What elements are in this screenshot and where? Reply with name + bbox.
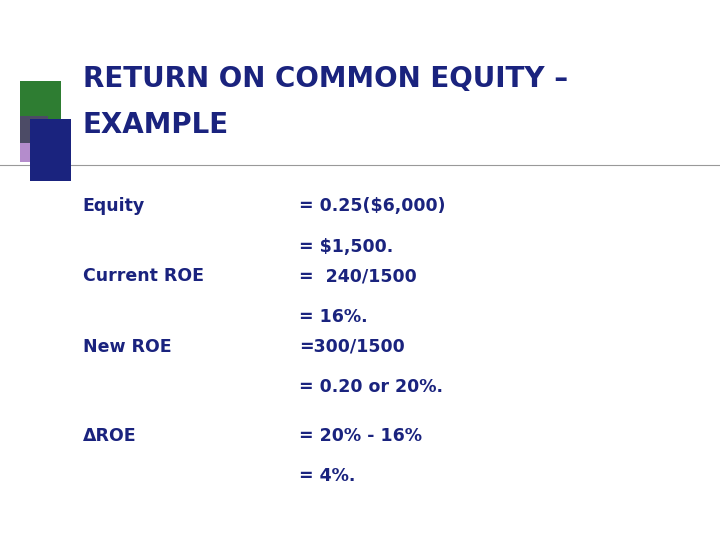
Text: = 20% - 16%: = 20% - 16% [299, 427, 422, 444]
Text: =  240/1500: = 240/1500 [299, 267, 417, 285]
Text: = 4%.: = 4%. [299, 467, 355, 485]
Text: = 16%.: = 16%. [299, 308, 367, 326]
Text: RETURN ON COMMON EQUITY –: RETURN ON COMMON EQUITY – [83, 65, 568, 93]
Text: = 0.20 or 20%.: = 0.20 or 20%. [299, 378, 443, 396]
Text: = $1,500.: = $1,500. [299, 238, 393, 255]
Text: Current ROE: Current ROE [83, 267, 204, 285]
Text: = 0.25($6,000): = 0.25($6,000) [299, 197, 445, 215]
Text: ΔROE: ΔROE [83, 427, 136, 444]
FancyBboxPatch shape [20, 81, 61, 143]
Text: Equity: Equity [83, 197, 145, 215]
FancyBboxPatch shape [30, 119, 71, 181]
Text: EXAMPLE: EXAMPLE [83, 111, 229, 139]
Text: New ROE: New ROE [83, 338, 171, 355]
FancyBboxPatch shape [20, 116, 48, 162]
Text: =300/1500: =300/1500 [299, 338, 405, 355]
